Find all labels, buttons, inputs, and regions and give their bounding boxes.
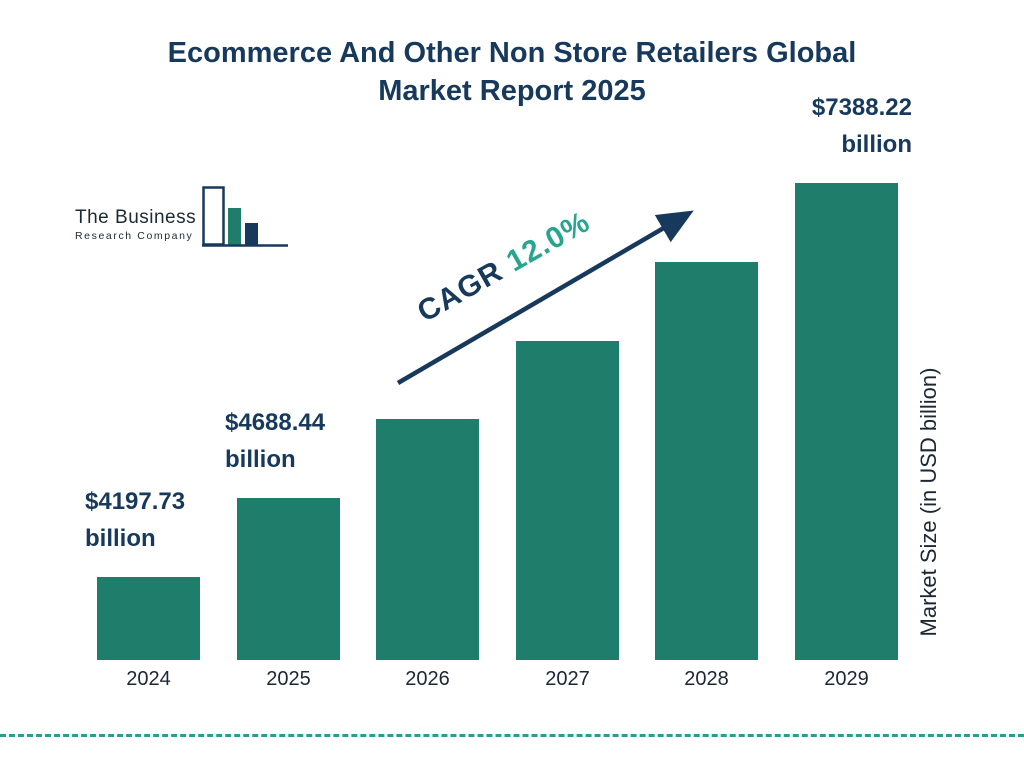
- x-tick-2026: 2026: [405, 668, 450, 690]
- bar-2029: [795, 183, 898, 660]
- bar-label-unit: billion: [225, 446, 296, 473]
- bar-label-value: $4688.44: [225, 409, 326, 436]
- bar-2027: [516, 341, 619, 660]
- page-title: Ecommerce And Other Non Store Retailers …: [0, 34, 1024, 111]
- logo-name: The Business: [75, 207, 197, 228]
- bar-label-2025: $4688.44 billion: [225, 404, 354, 478]
- bar-label-unit: billion: [841, 131, 912, 158]
- x-tick-2025: 2025: [266, 668, 311, 690]
- bar-label-2024: $4197.73 billion: [85, 483, 214, 557]
- x-tick-2028: 2028: [684, 668, 729, 690]
- logo-subname: Research Company: [75, 230, 194, 242]
- bar-label-value: $7388.22: [811, 94, 912, 121]
- bottom-divider: [0, 734, 1024, 737]
- page-title-line2: Market Report 2025: [378, 75, 646, 108]
- company-logo: The Business Research Company: [75, 186, 290, 248]
- company-logo-text: The Business Research Company: [75, 207, 196, 248]
- x-tick-2024: 2024: [126, 668, 171, 690]
- cagr-arrow-icon: [396, 210, 694, 385]
- x-tick-2029: 2029: [824, 668, 869, 690]
- bar-label-value: $4197.73: [85, 488, 186, 515]
- bar-label-2029: $7388.22 billion: [783, 89, 912, 163]
- bar-2025: [237, 498, 340, 660]
- bar-2028: [655, 262, 758, 660]
- bar-2024: [97, 577, 200, 660]
- bar-label-unit: billion: [85, 525, 156, 552]
- page-title-line1: Ecommerce And Other Non Store Retailers …: [167, 37, 857, 69]
- y-axis-title: Market Size (in USD billion): [916, 367, 941, 637]
- bar-2026: [376, 419, 479, 660]
- logo-barchart-icon: [202, 186, 289, 247]
- x-tick-2027: 2027: [545, 668, 590, 690]
